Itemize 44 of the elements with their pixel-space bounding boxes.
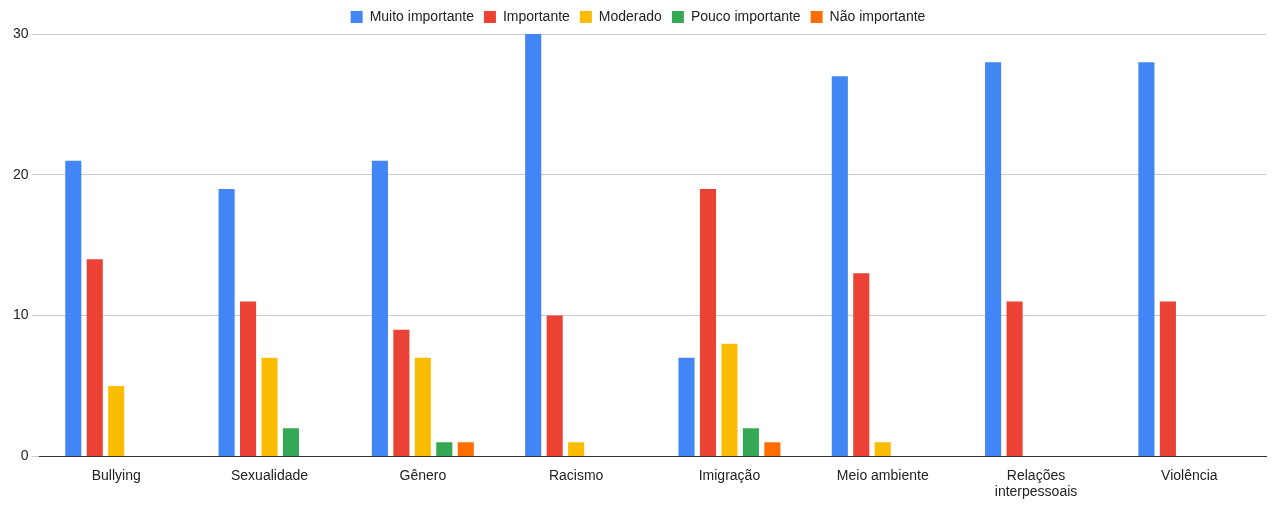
y-tick-label: 20 (12, 165, 29, 182)
bar (831, 76, 848, 456)
bar (371, 160, 388, 456)
legend-label: Muito importante (369, 7, 475, 24)
bar (261, 357, 278, 456)
bar (853, 273, 870, 456)
bar (65, 160, 82, 456)
bar (1159, 301, 1176, 456)
legend-label: Moderado (598, 7, 663, 24)
legend-label: Não importante (829, 7, 926, 24)
legend-label: Pouco importante (690, 7, 801, 24)
x-tick-label: Violência (1161, 466, 1218, 483)
x-tick-label: Imigração (698, 466, 761, 483)
bar (240, 301, 257, 456)
bar (742, 428, 759, 456)
legend-label: Importante (502, 7, 571, 24)
y-tick-label: 0 (20, 447, 29, 464)
bar (86, 259, 103, 456)
bar (457, 442, 474, 456)
bar (568, 442, 585, 456)
bar (678, 357, 695, 456)
bar (282, 428, 300, 456)
bar (874, 442, 891, 456)
y-tick-label: 10 (12, 306, 29, 323)
bar (985, 62, 1002, 456)
bar (108, 386, 125, 456)
x-tick-label: Relações interpessoais (994, 466, 1078, 500)
x-tick-label: Racismo (548, 466, 604, 483)
y-tick-label: 30 (12, 24, 29, 41)
bar (393, 329, 410, 456)
x-tick-label: Sexualidade (231, 466, 309, 483)
x-tick-label: Meio ambiente (836, 466, 929, 483)
bar (764, 442, 781, 456)
x-tick-label: Gênero (399, 466, 447, 483)
bar (414, 357, 431, 456)
bar (699, 188, 717, 456)
bar (546, 315, 563, 456)
bar (218, 188, 235, 456)
bar (721, 343, 738, 456)
bar (1138, 62, 1155, 456)
x-tick-label: Bullying (91, 466, 141, 483)
bar (436, 442, 453, 456)
bar (1006, 301, 1023, 456)
bar (525, 34, 542, 456)
